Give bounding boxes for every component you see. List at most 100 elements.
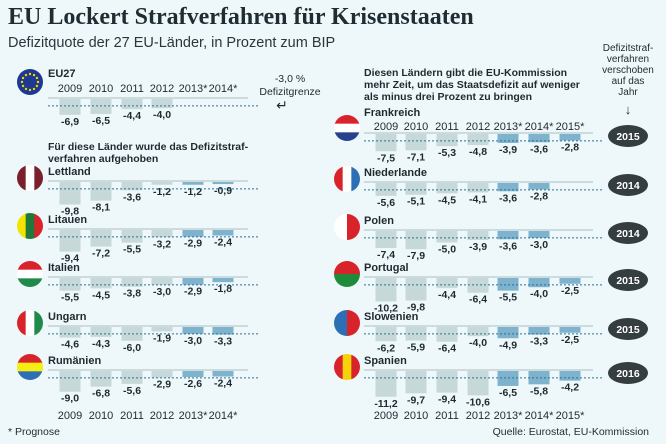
bar-2012	[467, 231, 489, 240]
data-label: -7,4	[377, 249, 395, 261]
bar-2014*	[212, 327, 234, 335]
bar-2014*	[212, 230, 234, 236]
flag-stripe	[17, 165, 27, 191]
group-heading-left: Für diese Länder wurde das Defizitstraf-	[48, 141, 249, 153]
country-name: Ungarn	[48, 311, 87, 323]
flag-stripe	[334, 310, 348, 336]
flag-stripe	[334, 123, 360, 133]
year-label-bottom: 2011	[435, 410, 459, 422]
data-label: -6,8	[92, 388, 110, 400]
postponed-year-badge	[608, 269, 648, 291]
data-label: -0,9	[214, 185, 232, 197]
postponed-year-badge	[608, 174, 648, 196]
bar-2012	[151, 371, 173, 378]
data-label: -4,4	[438, 289, 456, 301]
flag-stripe	[25, 165, 35, 191]
bar-2013*	[182, 182, 204, 185]
bar-2011	[121, 230, 143, 243]
group-heading-right: Diesen Ländern gibt die EU-Kommission	[364, 67, 567, 79]
bar-2014*	[528, 371, 550, 385]
postponed-year: 2015	[616, 131, 640, 143]
data-label: -2,4	[214, 378, 232, 390]
bar-2010	[405, 278, 427, 301]
year-label-bottom: 2015*	[556, 410, 585, 422]
bar-2010	[405, 183, 427, 195]
data-label: -1,2	[153, 186, 171, 198]
country-name: Niederlande	[364, 167, 427, 179]
bar-2010	[405, 231, 427, 250]
postponed-year-badge	[608, 318, 648, 340]
bar-2013*	[182, 371, 204, 377]
data-label: -4,0	[469, 337, 487, 349]
bar-2014*	[528, 327, 550, 335]
bar-2010	[405, 371, 427, 394]
bar-2010	[405, 134, 427, 151]
bar-2014*	[212, 371, 234, 377]
flag-stripe	[347, 310, 360, 336]
bar-2010	[90, 278, 112, 289]
footnote: * Prognose	[8, 426, 60, 438]
bar-2010	[90, 327, 112, 337]
flag-rumänien-icon	[17, 354, 43, 380]
bar-2014*	[212, 278, 234, 283]
bar-2012	[467, 371, 489, 396]
country-name: Spanien	[364, 355, 407, 367]
flag-stripe	[334, 166, 344, 192]
data-label: -9,4	[438, 394, 456, 406]
bar-2009	[375, 278, 397, 302]
bar-2009	[59, 327, 81, 338]
page-subtitle: Defizitquote der 27 EU-Länder, in Prozen…	[8, 35, 336, 51]
flag-polen-icon	[334, 214, 360, 240]
bar-2013*	[497, 278, 519, 291]
bar-2009	[375, 231, 397, 249]
bar-2012	[151, 327, 173, 332]
year-label-bottom: 2012	[466, 410, 490, 422]
data-label: -4,1	[469, 193, 487, 205]
data-label: -9,7	[407, 394, 425, 406]
group-heading-left: verfahren aufgehoben	[48, 153, 158, 165]
bar-2014*	[528, 134, 550, 143]
year-label-bottom: 2014*	[209, 410, 238, 422]
bar-2010	[90, 99, 112, 114]
data-label: -9,8	[61, 206, 79, 218]
year-label-bottom: 2010	[89, 410, 113, 422]
flag-star	[24, 87, 28, 91]
data-label: -7,2	[92, 248, 110, 260]
down-arrow-icon: ↓	[625, 102, 632, 117]
bar-2012	[467, 183, 489, 193]
flag-stripe	[34, 310, 43, 336]
bar-2011	[121, 99, 143, 110]
postponed-year-badge	[608, 362, 648, 384]
data-label: -2,6	[184, 378, 202, 390]
data-label: -3,6	[499, 240, 517, 252]
data-label: -4,2	[561, 382, 579, 394]
bar-2009	[59, 371, 81, 392]
postponed-year: 2015	[616, 275, 640, 287]
data-label: -5,0	[438, 244, 456, 256]
year-label-bottom: 2014*	[525, 410, 554, 422]
country-name: Slowenien	[364, 311, 419, 323]
bar-2011	[436, 134, 458, 147]
bar-2012	[151, 230, 173, 238]
data-label: -3,9	[469, 241, 487, 253]
data-label: -6,9	[61, 116, 79, 128]
flag-stripe	[334, 261, 360, 275]
data-label: -4,5	[92, 289, 110, 301]
data-label: -3,6	[499, 192, 517, 204]
bar-2013*	[182, 327, 204, 334]
year-label-bottom: 2011	[120, 410, 144, 422]
return-arrow-icon: ↵	[276, 97, 288, 113]
country-name: Italien	[48, 262, 80, 274]
postponed-header: auf das	[612, 76, 645, 87]
flag-stripe	[25, 310, 35, 336]
flag-stripe	[17, 269, 43, 279]
flag-star	[36, 80, 40, 84]
data-label: -2,8	[561, 141, 579, 153]
threshold-label: Defizitgrenze	[259, 86, 320, 98]
data-label: -6,0	[123, 342, 141, 354]
data-label: -5,6	[377, 197, 395, 209]
bar-2013*	[182, 230, 204, 237]
threshold-value: -3,0 %	[275, 73, 305, 85]
flag-spanien-icon	[334, 354, 360, 380]
flag-stripe	[34, 165, 43, 191]
